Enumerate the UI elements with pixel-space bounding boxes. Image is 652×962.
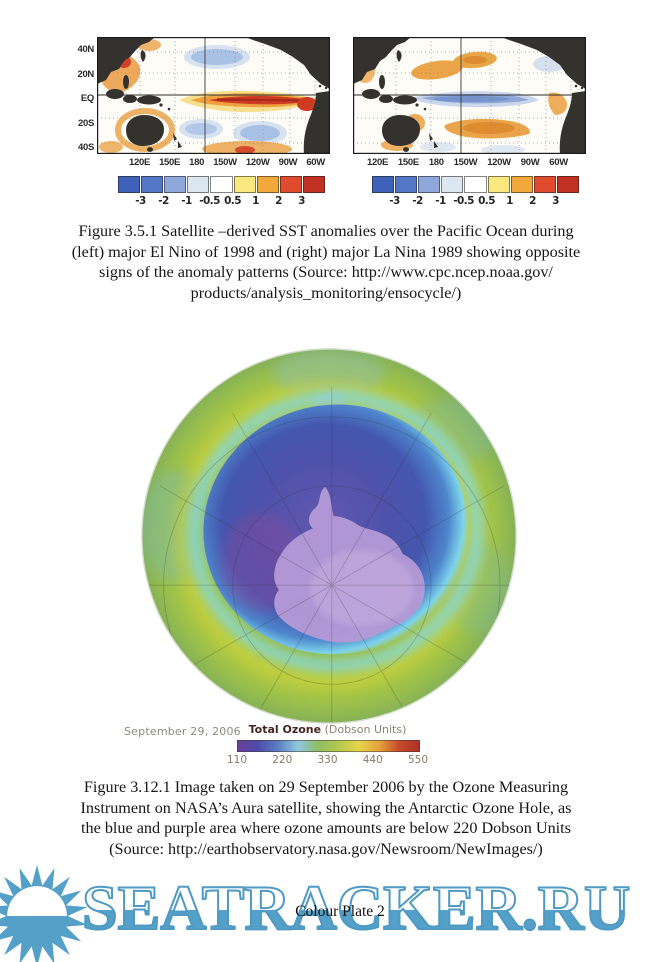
colorbar-cell xyxy=(302,176,325,193)
colorbar-label: 2 xyxy=(275,195,282,207)
colorbar-label: 3 xyxy=(552,195,559,207)
x-axis-label: 120W xyxy=(245,157,270,168)
figure-3-12-1-caption: Figure 3.12.1 Image taken on 29 Septembe… xyxy=(0,777,652,859)
colorbar-cell xyxy=(256,176,279,193)
sst-y-axis-labels: 40N 20N EQ 20S 40S xyxy=(64,45,94,153)
ozone-legend-title-bold: Total Ozone xyxy=(248,723,322,736)
colorbar-cell xyxy=(556,176,579,193)
x-axis-label: 90W xyxy=(520,157,540,168)
sst-x-axis-labels-right: 120E 150E 180 150W 120W 90W 60W xyxy=(367,157,568,168)
watermark-text: SEATRACKER.RU xyxy=(81,872,631,943)
colorbar-cell xyxy=(164,176,187,193)
x-axis-label: 120E xyxy=(367,157,388,168)
colorbar-cell xyxy=(487,176,510,193)
x-axis-label: 60W xyxy=(306,157,325,168)
caption-line: Instrument on NASA’s Aura satellite, sho… xyxy=(80,798,572,817)
figure-3-5-1-caption: Figure 3.5.1 Satellite –derived SST anom… xyxy=(0,221,652,303)
colorbar-label: -2 xyxy=(158,195,169,207)
colorbar-cell xyxy=(395,176,418,193)
colorbar-label: -3 xyxy=(135,195,146,207)
x-axis-label: 60W xyxy=(549,157,568,168)
caption-line: (left) major El Nino of 1998 and (right)… xyxy=(71,242,581,261)
colorbar-cell xyxy=(118,176,141,193)
x-axis-label: 180 xyxy=(189,157,205,168)
caption-line: products/analysis_monitoring/ensocycle/) xyxy=(190,283,462,302)
caption-line: Figure 3.5.1 Satellite –derived SST anom… xyxy=(78,222,574,240)
x-axis-label: 90W xyxy=(278,157,298,168)
colorbar-cell xyxy=(510,176,533,193)
colorbar-cell xyxy=(464,176,487,193)
ozone-colorbar-labels: 110 220 330 440 550 xyxy=(222,754,433,766)
colorbar-label: 0.5 xyxy=(224,195,241,207)
colorbar-label: -2 xyxy=(412,195,423,207)
y-axis-label: 20N xyxy=(77,68,94,80)
colorbar-label: -1 xyxy=(435,195,446,207)
colorbar-cell xyxy=(533,176,556,193)
sst-map-el-nino-1998 xyxy=(97,37,330,154)
colorbar-cell xyxy=(141,176,164,193)
x-axis-label: 150E xyxy=(397,157,419,168)
caption-line: signs of the anomaly patterns (Source: h… xyxy=(99,263,553,282)
x-axis-label: 180 xyxy=(428,157,444,168)
colorbar-cell xyxy=(210,176,233,193)
colorbar-label: -0.5 xyxy=(199,195,220,207)
ozone-hole-globe-image xyxy=(141,348,517,724)
x-axis-label: 120W xyxy=(487,157,511,168)
colorbar-label: 1 xyxy=(252,195,259,207)
colorbar-label: -1 xyxy=(181,195,192,207)
sst-colorbar-right xyxy=(372,176,579,193)
colorbar-cell xyxy=(418,176,441,193)
y-axis-label: 40N xyxy=(77,44,94,55)
colorbar-cell xyxy=(372,176,395,193)
caption-line: (Source: http://earthobservatory.nasa.go… xyxy=(109,839,543,858)
colorbar-label: -3 xyxy=(389,195,400,207)
x-axis-label: 150E xyxy=(159,157,181,168)
colorbar-label: -0.5 xyxy=(453,195,474,207)
sst-colorbar-left xyxy=(118,176,325,193)
colorbar-label: 3 xyxy=(298,195,305,207)
ozone-colorbar xyxy=(237,740,420,752)
ozone-legend-title: Total Ozone (Dobson Units) xyxy=(237,723,418,736)
y-axis-label: EQ xyxy=(80,93,94,104)
graticule-lines xyxy=(141,386,517,724)
colorbar-cell xyxy=(187,176,210,193)
caption-line: Figure 3.12.1 Image taken on 29 Septembe… xyxy=(83,778,569,796)
ozone-tick-label: 330 xyxy=(317,754,338,766)
ozone-tick-label: 220 xyxy=(272,754,293,766)
y-axis-label: 40S xyxy=(77,142,94,153)
ozone-tick-label: 440 xyxy=(362,754,383,766)
sst-colorbar-labels-left: -3 -2 -1 -0.5 0.5 1 2 3 xyxy=(118,195,336,207)
colorbar-cell xyxy=(441,176,464,193)
ozone-tick-label: 110 xyxy=(226,754,248,766)
sst-colorbar-labels-right: -3 -2 -1 -0.5 0.5 1 2 3 xyxy=(372,195,590,207)
caption-line: the blue and purple area where ozone amo… xyxy=(81,819,571,838)
x-axis-label: 150W xyxy=(453,157,478,168)
colorbar-label: 0.5 xyxy=(478,195,495,207)
colorbar-label: 1 xyxy=(506,195,513,207)
ozone-date-label: September 29, 2006 xyxy=(124,725,241,738)
x-axis-label: 150W xyxy=(213,157,237,168)
ozone-tick-label: 550 xyxy=(407,754,429,766)
colorbar-cell xyxy=(233,176,256,193)
sun-logo-icon xyxy=(0,864,88,962)
plate-label: Colour Plate 2 xyxy=(295,903,385,920)
y-axis-label: 20S xyxy=(77,117,94,129)
colorbar-label: 2 xyxy=(529,195,536,207)
sst-map-la-nina-1989 xyxy=(353,37,586,154)
sst-x-axis-labels-left: 120E 150E 180 150W 120W 90W 60W xyxy=(129,157,325,168)
seatracker-watermark: SEATRACKER.RU xyxy=(0,858,652,962)
x-axis-label: 120E xyxy=(129,157,150,168)
colorbar-cell xyxy=(279,176,302,193)
ozone-legend-units: (Dobson Units) xyxy=(321,723,407,736)
